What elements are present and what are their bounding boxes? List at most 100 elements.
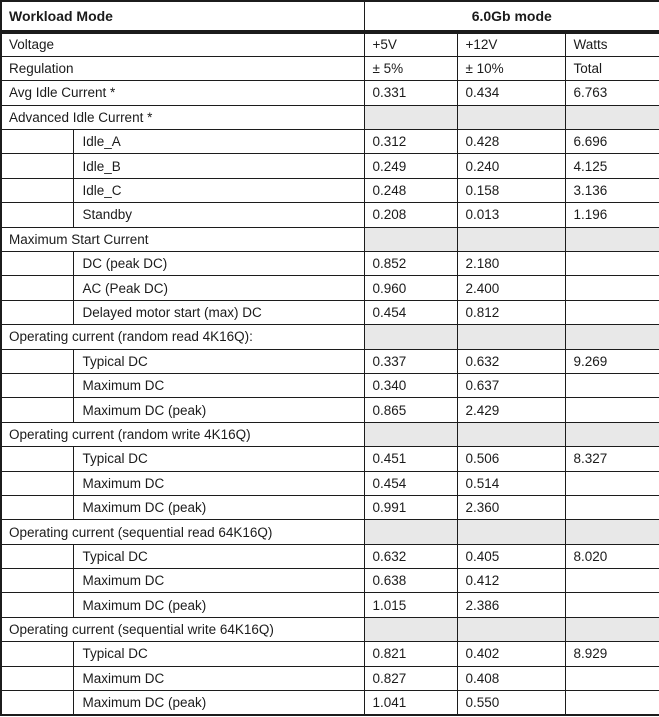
cell-v5: 0.331 <box>363 80 458 106</box>
row-label: Delayed motor start (max) DC <box>72 299 365 326</box>
table-row: Avg Idle Current * 0.331 0.434 6.763 <box>0 80 659 106</box>
row-label: Maximum DC <box>72 470 365 496</box>
cell-v5: 0.208 <box>363 202 458 228</box>
cell-v5: 0.340 <box>363 372 458 399</box>
table-row: Advanced Idle Current * <box>0 104 659 131</box>
row-label: AC (Peak DC) <box>72 275 365 301</box>
cell-v12 <box>456 421 566 448</box>
table-row: Operating current (sequential write 64K1… <box>0 616 659 643</box>
cell-v5: 0.249 <box>363 153 458 179</box>
indent-cell <box>0 299 74 326</box>
table-row: Operating current (random read 4K16Q): <box>0 324 659 350</box>
cell-watts <box>564 251 659 277</box>
row-label: Typical DC <box>72 641 365 667</box>
row-label: Maximum DC <box>72 372 365 399</box>
table-body: Voltage +5V +12V Watts Regulation ± 5% ± 10% To… <box>0 31 659 716</box>
indent-cell <box>0 690 74 716</box>
cell-v12: 0.240 <box>456 153 566 179</box>
cell-watts <box>564 690 659 716</box>
cell-watts: 8.327 <box>564 446 659 472</box>
cell-v12 <box>456 519 566 545</box>
indent-cell <box>0 177 74 204</box>
table-row: Maximum DC (peak) 0.865 2.429 <box>0 397 659 423</box>
cell-v5 <box>363 226 458 253</box>
table-row: Maximum DC (peak) 0.991 2.360 <box>0 494 659 521</box>
cell-v5: 0.865 <box>363 397 458 423</box>
cell-v5: 0.827 <box>363 665 458 692</box>
cell-watts: 8.929 <box>564 641 659 667</box>
table-row: Idle_B 0.249 0.240 4.125 <box>0 153 659 179</box>
cell-watts <box>564 299 659 326</box>
table-row: Voltage +5V +12V Watts <box>0 31 659 57</box>
cell-watts <box>564 397 659 423</box>
table-row: AC (Peak DC) 0.960 2.400 <box>0 275 659 301</box>
table-row: Typical DC 0.451 0.506 8.327 <box>0 446 659 472</box>
cell-v12 <box>456 104 566 131</box>
row-label: Idle_C <box>72 177 365 204</box>
cell-v5: 0.632 <box>363 543 458 570</box>
row-label: Avg Idle Current * <box>0 80 365 106</box>
cell-watts <box>564 324 659 350</box>
cell-v12: 0.013 <box>456 202 566 228</box>
row-label: DC (peak DC) <box>72 251 365 277</box>
cell-v5: 0.638 <box>363 568 458 594</box>
row-label: Maximum DC <box>72 568 365 594</box>
indent-cell <box>0 494 74 521</box>
cell-watts: 8.020 <box>564 543 659 570</box>
cell-v12: 2.360 <box>456 494 566 521</box>
table-header-row: Workload Mode 6.0Gb mode <box>0 0 659 34</box>
cell-v12: 2.180 <box>456 251 566 277</box>
header-6gb-mode: 6.0Gb mode <box>363 0 659 34</box>
row-label: Typical DC <box>72 446 365 472</box>
cell-watts: 6.696 <box>564 129 659 155</box>
cell-v12: 0.408 <box>456 665 566 692</box>
cell-watts: 6.763 <box>564 80 659 106</box>
cell-watts <box>564 226 659 253</box>
table-row: Operating current (random write 4K16Q) <box>0 421 659 448</box>
cell-v5: 0.451 <box>363 446 458 472</box>
cell-v12: 0.506 <box>456 446 566 472</box>
row-label: Idle_A <box>72 129 365 155</box>
cell-v5 <box>363 104 458 131</box>
row-label: Voltage <box>0 31 365 57</box>
indent-cell <box>0 348 74 374</box>
cell-watts <box>564 470 659 496</box>
cell-watts <box>564 421 659 448</box>
indent-cell <box>0 202 74 228</box>
cell-v12: 0.514 <box>456 470 566 496</box>
indent-cell <box>0 592 74 618</box>
section-label: Operating current (random read 4K16Q): <box>0 324 365 350</box>
header-workload-mode: Workload Mode <box>0 0 365 34</box>
cell-v12: 0.812 <box>456 299 566 326</box>
section-label: Maximum Start Current <box>0 226 365 253</box>
cell-v5: ± 5% <box>363 55 458 82</box>
cell-watts <box>564 372 659 399</box>
row-label: Idle_B <box>72 153 365 179</box>
cell-v12 <box>456 324 566 350</box>
indent-cell <box>0 397 74 423</box>
cell-v12: 0.405 <box>456 543 566 570</box>
table-row: Operating current (sequential read 64K16… <box>0 519 659 545</box>
cell-watts <box>564 665 659 692</box>
table-row: Typical DC 0.821 0.402 8.929 <box>0 641 659 667</box>
table-row: Maximum DC 0.454 0.514 <box>0 470 659 496</box>
indent-cell <box>0 153 74 179</box>
cell-v5: 0.312 <box>363 129 458 155</box>
cell-v12: 0.158 <box>456 177 566 204</box>
cell-v5: 0.454 <box>363 470 458 496</box>
cell-v12: 0.434 <box>456 80 566 106</box>
indent-cell <box>0 129 74 155</box>
indent-cell <box>0 251 74 277</box>
cell-v5 <box>363 616 458 643</box>
cell-v12: 0.632 <box>456 348 566 374</box>
section-label: Operating current (sequential write 64K1… <box>0 616 365 643</box>
cell-v12: 0.412 <box>456 568 566 594</box>
cell-watts: Total <box>564 55 659 82</box>
row-label: Maximum DC (peak) <box>72 592 365 618</box>
cell-v5: 0.960 <box>363 275 458 301</box>
cell-v5 <box>363 519 458 545</box>
indent-cell <box>0 665 74 692</box>
row-label: Standby <box>72 202 365 228</box>
row-label: Maximum DC (peak) <box>72 397 365 423</box>
